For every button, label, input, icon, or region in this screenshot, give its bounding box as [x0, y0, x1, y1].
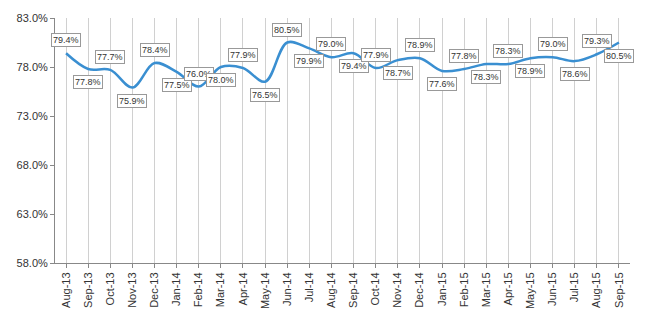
- svg-text:Nov-14: Nov-14: [391, 272, 403, 307]
- svg-text:Oct-13: Oct-13: [104, 272, 116, 305]
- svg-text:78.9%: 78.9%: [517, 66, 543, 76]
- svg-text:Jul-15: Jul-15: [568, 272, 580, 302]
- svg-text:77.9%: 77.9%: [363, 50, 389, 60]
- svg-text:79.0%: 79.0%: [540, 39, 566, 49]
- svg-text:78.4%: 78.4%: [142, 45, 168, 55]
- svg-text:78.3%: 78.3%: [473, 72, 499, 82]
- svg-text:Feb-15: Feb-15: [458, 272, 470, 307]
- svg-text:79.9%: 79.9%: [296, 56, 322, 66]
- svg-text:Jan-14: Jan-14: [170, 272, 182, 306]
- svg-text:Aug-13: Aug-13: [60, 272, 72, 307]
- svg-text:Aug-15: Aug-15: [590, 272, 602, 307]
- svg-text:Dec-14: Dec-14: [413, 272, 425, 307]
- svg-text:Jun-15: Jun-15: [546, 272, 558, 306]
- svg-text:79.3%: 79.3%: [584, 36, 610, 46]
- svg-text:May-14: May-14: [259, 272, 271, 309]
- svg-text:77.5%: 77.5%: [164, 80, 190, 90]
- svg-text:75.9%: 75.9%: [119, 96, 145, 106]
- svg-text:77.7%: 77.7%: [97, 52, 123, 62]
- svg-text:Sep-13: Sep-13: [82, 272, 94, 307]
- svg-text:79.4%: 79.4%: [341, 61, 367, 71]
- svg-text:78.9%: 78.9%: [407, 40, 433, 50]
- svg-text:78.0%: 78.0%: [17, 61, 48, 73]
- svg-text:Mar-15: Mar-15: [480, 272, 492, 307]
- svg-text:Nov-13: Nov-13: [126, 272, 138, 307]
- svg-text:77.8%: 77.8%: [451, 51, 477, 61]
- svg-text:Apr-14: Apr-14: [237, 272, 249, 305]
- svg-text:77.8%: 77.8%: [75, 77, 101, 87]
- svg-text:77.9%: 77.9%: [230, 50, 256, 60]
- svg-text:May-15: May-15: [524, 272, 536, 309]
- svg-text:76.5%: 76.5%: [252, 90, 278, 100]
- svg-text:Sep-14: Sep-14: [347, 272, 359, 307]
- svg-text:78.6%: 78.6%: [562, 69, 588, 79]
- svg-text:78.7%: 78.7%: [385, 68, 411, 78]
- svg-text:80.5%: 80.5%: [274, 25, 300, 35]
- svg-text:79.0%: 79.0%: [318, 39, 344, 49]
- svg-text:Jun-14: Jun-14: [281, 272, 293, 306]
- svg-text:77.6%: 77.6%: [429, 79, 455, 89]
- svg-text:68.0%: 68.0%: [17, 159, 48, 171]
- svg-text:80.5%: 80.5%: [606, 51, 632, 61]
- svg-text:73.0%: 73.0%: [17, 110, 48, 122]
- svg-text:Jan-15: Jan-15: [436, 272, 448, 306]
- svg-text:79.4%: 79.4%: [53, 35, 79, 45]
- svg-text:Apr-15: Apr-15: [502, 272, 514, 305]
- svg-text:76.0%: 76.0%: [186, 69, 212, 79]
- svg-text:Dec-13: Dec-13: [148, 272, 160, 307]
- svg-text:63.0%: 63.0%: [17, 208, 48, 220]
- svg-text:83.0%: 83.0%: [17, 12, 48, 24]
- svg-text:78.3%: 78.3%: [495, 46, 521, 56]
- svg-text:Aug-14: Aug-14: [325, 272, 337, 307]
- svg-text:Mar-14: Mar-14: [214, 272, 226, 307]
- svg-text:58.0%: 58.0%: [17, 257, 48, 269]
- svg-text:78.0%: 78.0%: [208, 75, 234, 85]
- svg-text:Sep-15: Sep-15: [613, 272, 625, 307]
- svg-text:Oct-14: Oct-14: [369, 272, 381, 305]
- svg-text:Jul-14: Jul-14: [303, 272, 315, 302]
- svg-text:Feb-14: Feb-14: [192, 272, 204, 307]
